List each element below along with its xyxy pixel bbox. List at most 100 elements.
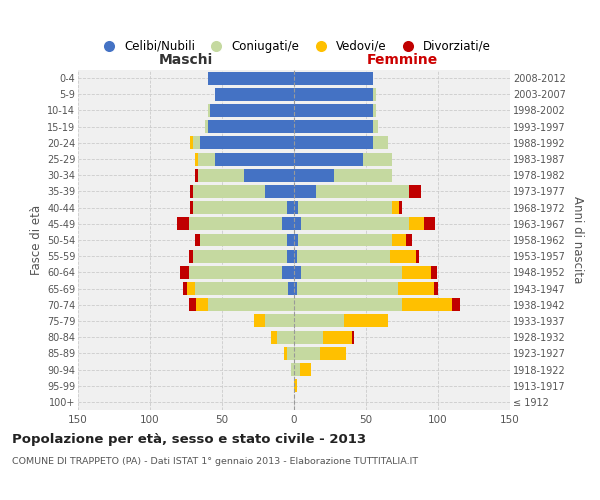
Bar [294, 330, 323, 344]
Bar [294, 136, 373, 149]
Bar [178, 218, 189, 230]
Bar [288, 282, 294, 295]
Bar [197, 169, 244, 181]
Bar [187, 282, 194, 295]
Bar [283, 218, 294, 230]
Bar [391, 250, 416, 262]
Bar [194, 282, 288, 295]
Bar [277, 330, 294, 344]
Bar [287, 201, 294, 214]
Bar [265, 185, 294, 198]
Bar [284, 347, 287, 360]
Bar [294, 379, 297, 392]
Y-axis label: Anni di nascita: Anni di nascita [571, 196, 584, 284]
Bar [208, 104, 211, 117]
Bar [294, 347, 320, 360]
Bar [294, 88, 373, 101]
Bar [271, 330, 277, 344]
Bar [193, 201, 287, 214]
Bar [196, 298, 208, 311]
Bar [294, 185, 316, 198]
Bar [416, 250, 419, 262]
Bar [183, 282, 187, 295]
Bar [265, 314, 294, 328]
Bar [189, 250, 193, 262]
Legend: Celibi/Nubili, Coniugati/e, Vedovi/e, Divorziati/e: Celibi/Nubili, Coniugati/e, Vedovi/e, Di… [92, 35, 496, 58]
Bar [215, 88, 294, 101]
Bar [193, 185, 265, 198]
Bar [294, 314, 344, 328]
Bar [363, 152, 392, 166]
Bar [294, 266, 301, 279]
Bar [294, 152, 363, 166]
Bar [244, 169, 294, 181]
Bar [452, 298, 460, 311]
Bar [373, 104, 376, 117]
Bar [294, 72, 373, 85]
Bar [194, 234, 200, 246]
Bar [254, 314, 265, 328]
Bar [294, 363, 300, 376]
Bar [294, 298, 402, 311]
Bar [208, 72, 294, 85]
Bar [197, 152, 215, 166]
Text: Femmine: Femmine [367, 53, 437, 67]
Bar [200, 136, 294, 149]
Bar [409, 218, 424, 230]
Bar [283, 266, 294, 279]
Bar [392, 201, 399, 214]
Bar [189, 298, 196, 311]
Bar [287, 234, 294, 246]
Bar [294, 250, 297, 262]
Bar [316, 185, 409, 198]
Bar [323, 330, 352, 344]
Bar [193, 250, 287, 262]
Bar [352, 330, 355, 344]
Bar [208, 298, 294, 311]
Bar [301, 218, 409, 230]
Bar [190, 201, 193, 214]
Bar [291, 363, 294, 376]
Bar [294, 120, 373, 133]
Bar [424, 218, 435, 230]
Bar [298, 201, 392, 214]
Bar [194, 152, 197, 166]
Y-axis label: Fasce di età: Fasce di età [29, 205, 43, 275]
Bar [297, 282, 398, 295]
Bar [287, 250, 294, 262]
Bar [205, 120, 208, 133]
Text: COMUNE DI TRAPPETO (PA) - Dati ISTAT 1° gennaio 2013 - Elaborazione TUTTITALIA.I: COMUNE DI TRAPPETO (PA) - Dati ISTAT 1° … [12, 458, 418, 466]
Bar [373, 136, 388, 149]
Bar [211, 104, 294, 117]
Bar [294, 201, 298, 214]
Bar [189, 218, 283, 230]
Bar [180, 266, 189, 279]
Bar [298, 234, 392, 246]
Bar [431, 266, 437, 279]
Bar [294, 218, 301, 230]
Bar [402, 298, 452, 311]
Bar [373, 88, 376, 101]
Bar [294, 282, 297, 295]
Bar [406, 234, 412, 246]
Bar [320, 347, 346, 360]
Bar [392, 234, 406, 246]
Bar [208, 120, 294, 133]
Bar [190, 185, 193, 198]
Bar [215, 152, 294, 166]
Bar [294, 104, 373, 117]
Bar [434, 282, 438, 295]
Text: Maschi: Maschi [159, 53, 213, 67]
Bar [409, 185, 421, 198]
Bar [399, 201, 402, 214]
Bar [373, 120, 377, 133]
Bar [194, 169, 197, 181]
Bar [300, 363, 311, 376]
Bar [189, 266, 283, 279]
Bar [297, 250, 391, 262]
Bar [190, 136, 193, 149]
Bar [301, 266, 402, 279]
Bar [294, 169, 334, 181]
Bar [287, 347, 294, 360]
Bar [334, 169, 392, 181]
